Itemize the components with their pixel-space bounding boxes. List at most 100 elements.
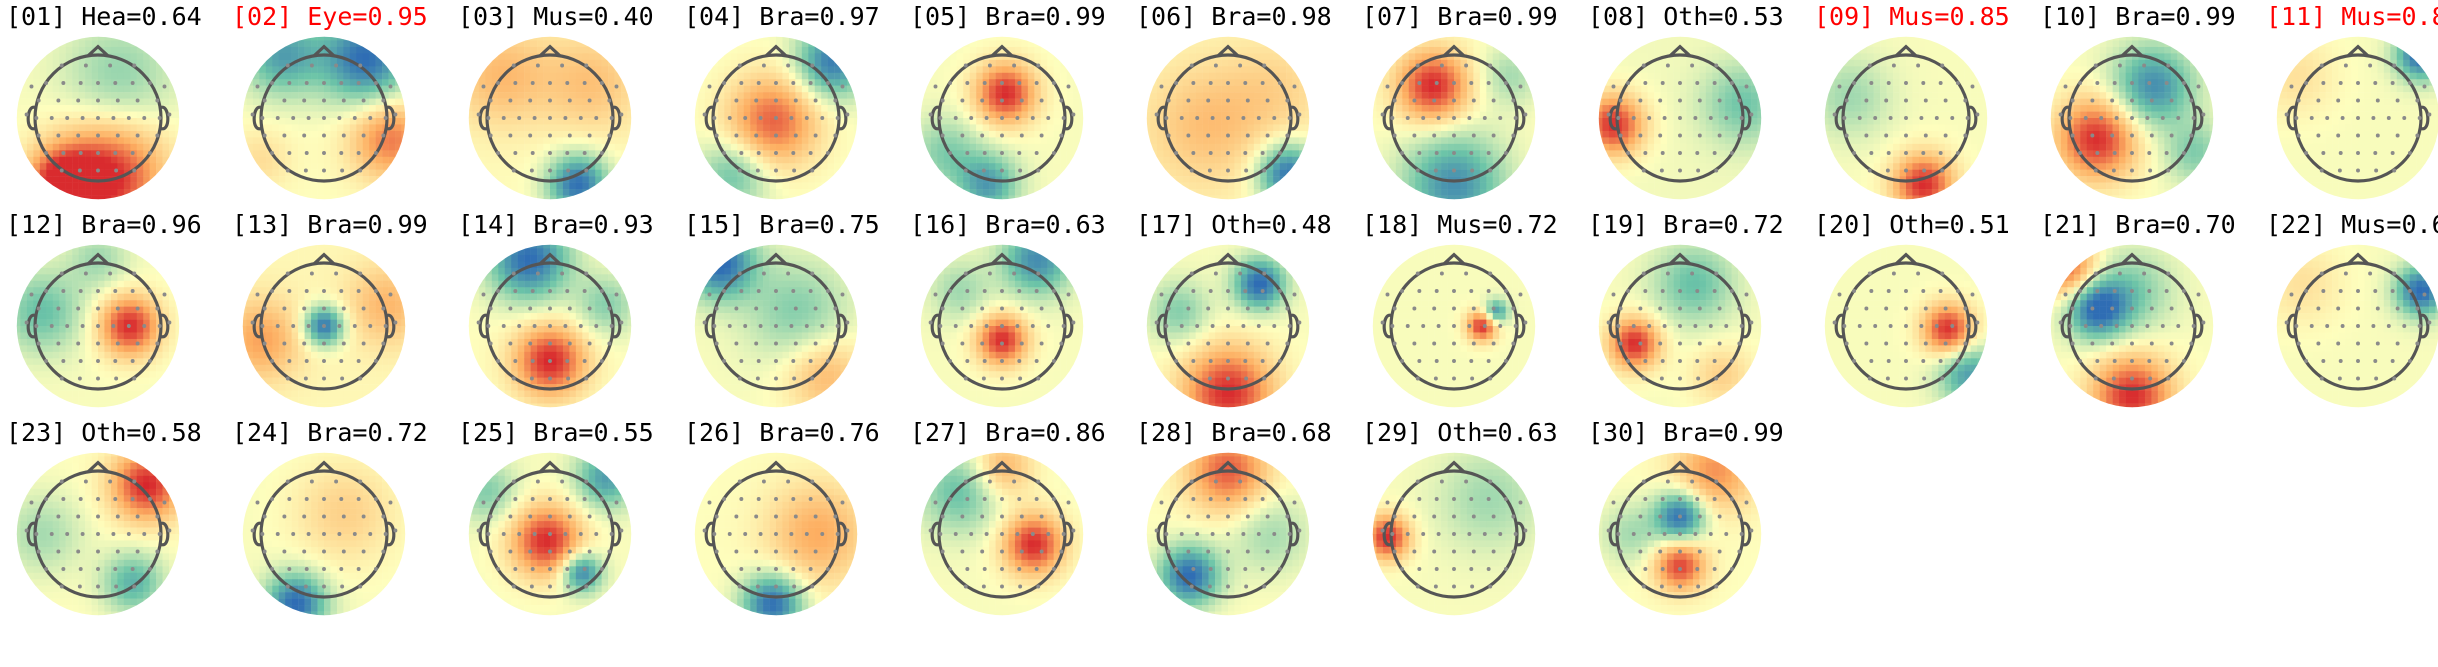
sensor-dot [840,84,845,89]
sensor-dot [933,500,938,505]
sensor-dot [1943,98,1948,103]
sensor-dot [1729,81,1734,85]
sensor-dot [1482,116,1487,120]
sensor-dot [1867,63,1872,68]
sensor-dot [1695,151,1700,155]
sensor-dot [1226,376,1230,381]
sensor-dot [1392,514,1397,519]
sensor-dot [56,98,61,103]
sensor-dot [1844,306,1849,311]
sensor-dot [535,479,540,484]
sensor-dot [774,532,778,536]
nose-icon [313,44,335,57]
sensor-dot [1208,81,1213,85]
right-ear-icon [2420,313,2430,339]
sensor-dot [774,341,778,346]
sensor-dot [113,289,118,293]
sensor-dot [566,584,571,589]
sensor-dot [1189,271,1194,276]
sensor-dot [739,81,744,85]
sensor-dot [980,514,985,519]
sensor-dot [2325,324,2330,328]
sensor-dot [59,479,64,484]
sensor-dot [2356,341,2360,346]
sensor-dot [584,271,589,276]
sensor-dot [2386,116,2391,120]
nose-icon [2121,252,2143,265]
nose-icon [1669,44,1691,57]
sensor-dot [287,567,292,571]
sensor-dot [1467,532,1472,536]
sensor-dot [2407,151,2412,155]
sensor-dot [304,289,309,293]
sensor-dot [2111,376,2116,381]
sensor-dot [1904,376,1908,381]
sensor-dot [304,567,309,571]
sensor-dot [582,151,587,155]
component-7-panel: [07] Bra=0.99 [1362,2,1572,207]
sensor-dot [1658,514,1663,519]
sensor-dot [756,289,761,293]
sensor-dot [1265,133,1270,138]
sensor-dot [1975,112,1980,117]
sensor-dot [1400,567,1405,571]
sensor-dot [381,133,386,138]
sensor-dot [1164,116,1169,120]
sensor-dot [2402,116,2407,120]
sensor-dot [1154,528,1159,533]
sensor-dot [948,81,953,85]
sensor-dot [804,532,809,536]
sensor-dot [1749,528,1754,533]
sensor-dot [130,151,135,155]
sensor-dot [1071,320,1076,325]
sensor-dot [29,292,34,297]
sensor-dot [707,500,712,505]
sensor-dot [2390,151,2395,155]
sensor-dot [34,324,39,328]
sensor-dot [1245,514,1250,519]
sensor-dot [714,549,719,554]
sensor-dot [1923,306,1928,311]
sensor-dot [2145,116,2150,120]
sensor-dot [155,306,160,311]
sensor-dot [2176,116,2181,120]
sensor-dot [56,514,61,519]
component-9-panel: [09] Mus=0.85 [1814,2,2024,207]
sensor-dot [599,289,604,293]
sensor-dot [1051,81,1056,85]
sensor-dot [804,116,809,120]
sensor-dot [1036,63,1041,68]
nose-icon [1217,460,1239,473]
sensor-dot [2110,306,2115,311]
sensor-dot [2356,168,2360,173]
sensor-dot [287,151,292,155]
sensor-dot [2164,151,2169,155]
sensor-dot [260,324,265,328]
sensor-dot [813,514,818,519]
sensor-dot [584,584,589,589]
left-ear-icon [1608,105,1618,131]
sensor-dot [1166,133,1171,138]
sensor-dot [1658,341,1663,346]
sensor-dot [2063,292,2068,297]
sensor-dot [614,292,619,297]
sensor-dot [2148,168,2153,173]
sensor-dot [565,497,570,501]
sensor-dot [1390,116,1395,120]
sensor-dot [2415,341,2420,346]
sensor-dot [1415,63,1420,68]
sensor-dot [1638,549,1643,554]
sensor-dot [1678,497,1682,501]
sensor-dot [1486,151,1491,155]
sensor-dot [1036,376,1041,381]
sensor-dot [96,116,100,120]
sensor-dot [250,112,255,117]
sensor-dot [2117,63,2122,68]
sensor-dot [1693,532,1698,536]
sensor-dot [1208,567,1213,571]
sensor-dot [1071,112,1076,117]
sensor-dot [712,116,717,120]
sensor-dot [756,567,761,571]
sensor-dot [2112,359,2117,363]
sensor-dot [2343,271,2348,276]
